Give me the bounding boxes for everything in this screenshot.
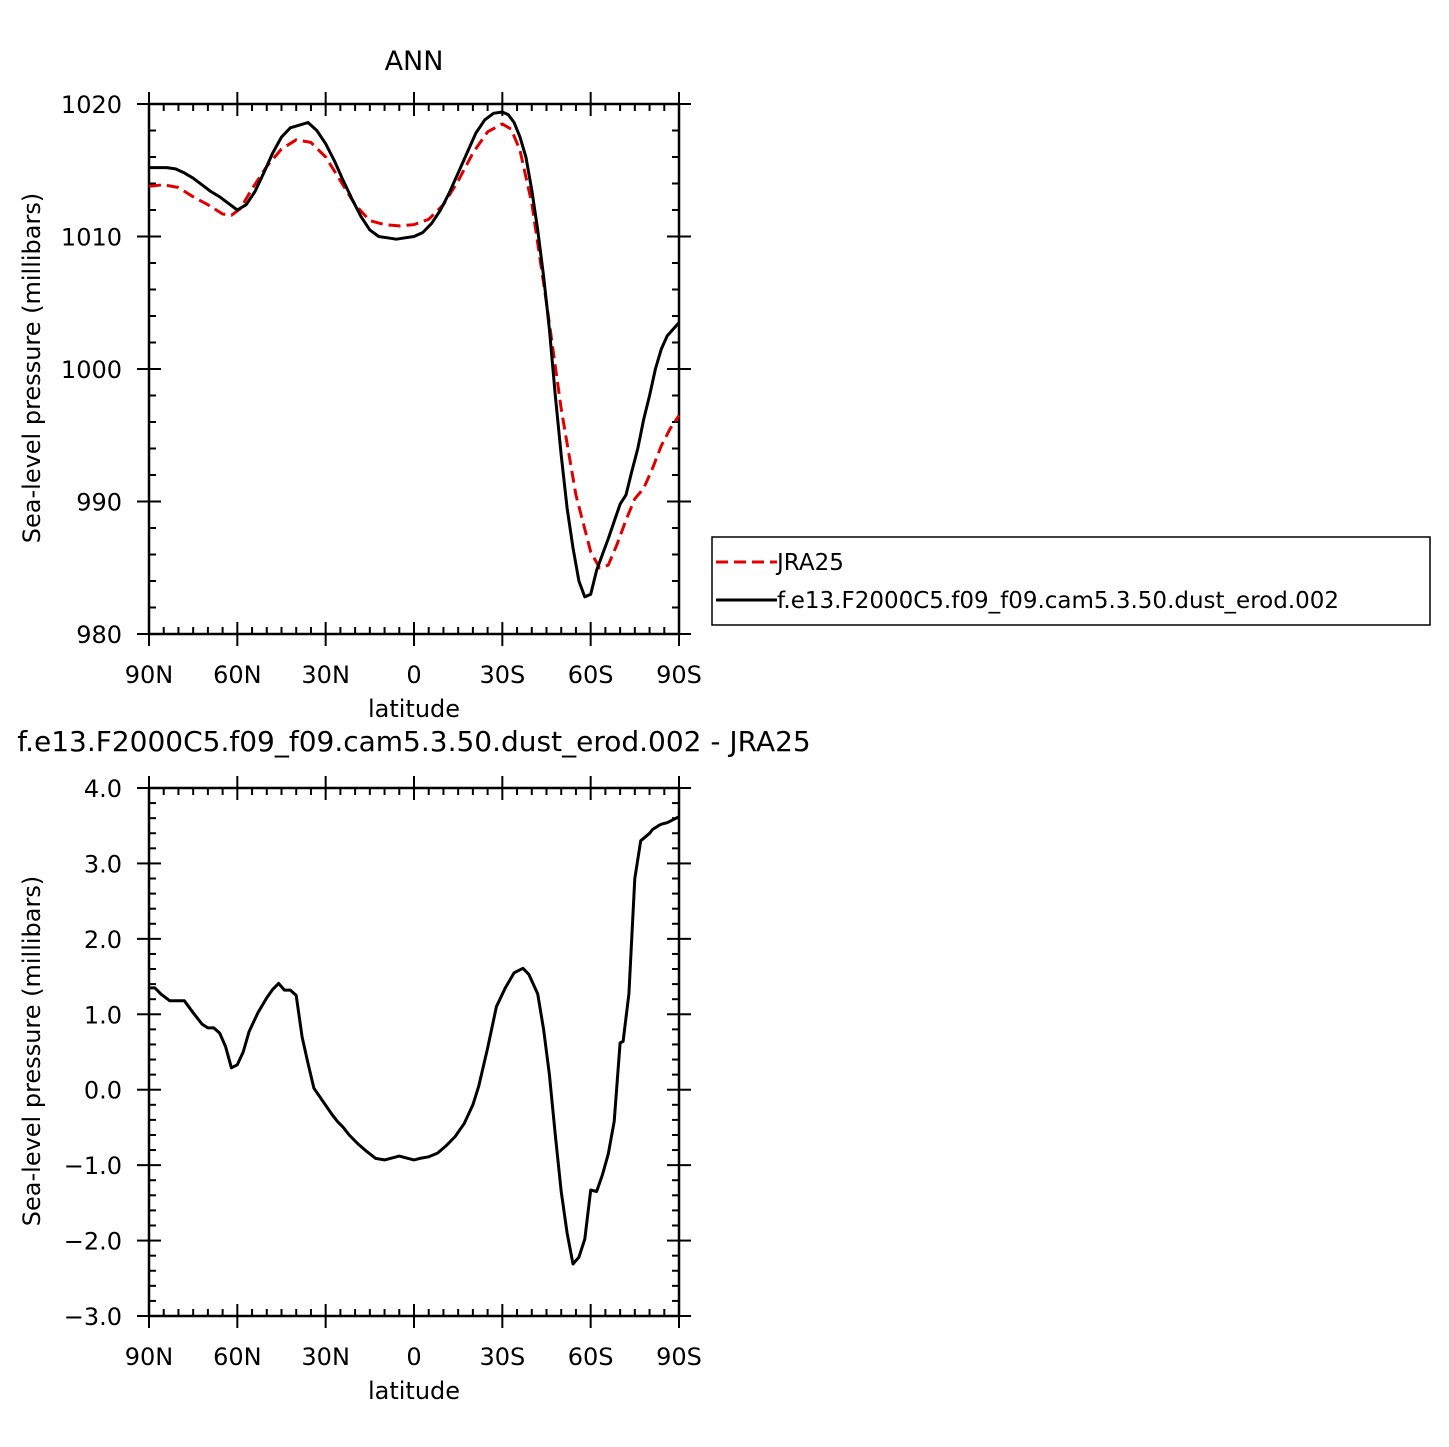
- x-tick-label: 30S: [479, 661, 525, 689]
- x-tick-label: 60N: [213, 661, 262, 689]
- y-tick-label: 1000: [61, 356, 122, 384]
- x-tick-label: 0: [406, 661, 421, 689]
- bottom-chart-title: f.e13.F2000C5.f09_f09.cam5.3.50.dust_ero…: [17, 725, 811, 758]
- series-line-f-e13-f2000c5-f09-f09-cam5-3-50-dust-erod-002: [149, 110, 681, 599]
- plot-frame: [147, 102, 681, 636]
- y-tick-label: 990: [76, 489, 122, 517]
- y-tick-label: 1.0: [84, 1001, 122, 1029]
- y-tick-label: 2.0: [84, 926, 122, 954]
- x-tick-label: 90N: [125, 1343, 174, 1371]
- y-tick-label: 0.0: [84, 1077, 122, 1105]
- legend: JRA25 f.e13.F2000C5.f09_f09.cam5.3.50.du…: [711, 536, 1431, 626]
- x-tick-label: 60S: [568, 661, 614, 689]
- x-tick-label: 30N: [301, 1343, 350, 1371]
- top-chart-title: ANN: [385, 46, 444, 77]
- y-tick-label: 3.0: [84, 850, 122, 878]
- x-tick-label: 90N: [125, 661, 174, 689]
- y-tick-label: 1020: [61, 91, 122, 119]
- bottom-chart-difference: f.e13.F2000C5.f09_f09.cam5.3.50.dust_ero…: [17, 725, 811, 1405]
- x-tick-label: 30N: [301, 661, 350, 689]
- y-tick-label: −3.0: [64, 1303, 122, 1331]
- y-tick-label: 4.0: [84, 775, 122, 803]
- top-chart-plot: 90N 60N 30N 0 30S 60S 90S 980 990 1000 1010 1020: [61, 91, 702, 689]
- y-tick-label: −2.0: [64, 1228, 122, 1256]
- y-tick-label: −1.0: [64, 1152, 122, 1180]
- x-tick-label: 0: [406, 1343, 421, 1371]
- bottom-chart-plot: 90N 60N 30N 0 30S 60S 90S −3.0 −2.0 −1.0 0.0 1.0 2.0…: [64, 775, 702, 1371]
- bottom-chart-y-axis-label: Sea-level pressure (millibars): [18, 876, 46, 1226]
- bottom-chart-x-axis-label: latitude: [368, 1377, 460, 1405]
- y-tick-label: 1010: [61, 224, 122, 252]
- x-tick-label: 30S: [479, 1343, 525, 1371]
- legend-box: [711, 536, 1431, 626]
- x-tick-label: 60N: [213, 1343, 262, 1371]
- legend-label-jra25: JRA25: [775, 550, 844, 576]
- legend-label-model: f.e13.F2000C5.f09_f09.cam5.3.50.dust_ero…: [777, 588, 1339, 614]
- top-chart-slp: ANN 90N 60N 30N 0 30S 60S 90S 980 990 1000 1010 102…: [18, 46, 1431, 723]
- top-chart-x-axis-label: latitude: [368, 695, 460, 723]
- top-chart-y-axis-label: Sea-level pressure (millibars): [18, 193, 46, 543]
- x-tick-label: 90S: [656, 661, 702, 689]
- x-tick-label: 60S: [568, 1343, 614, 1371]
- x-tick-label: 90S: [656, 1343, 702, 1371]
- y-tick-label: 980: [76, 621, 122, 649]
- series-line-jra25: [148, 122, 681, 570]
- series-line-difference: [149, 815, 680, 1266]
